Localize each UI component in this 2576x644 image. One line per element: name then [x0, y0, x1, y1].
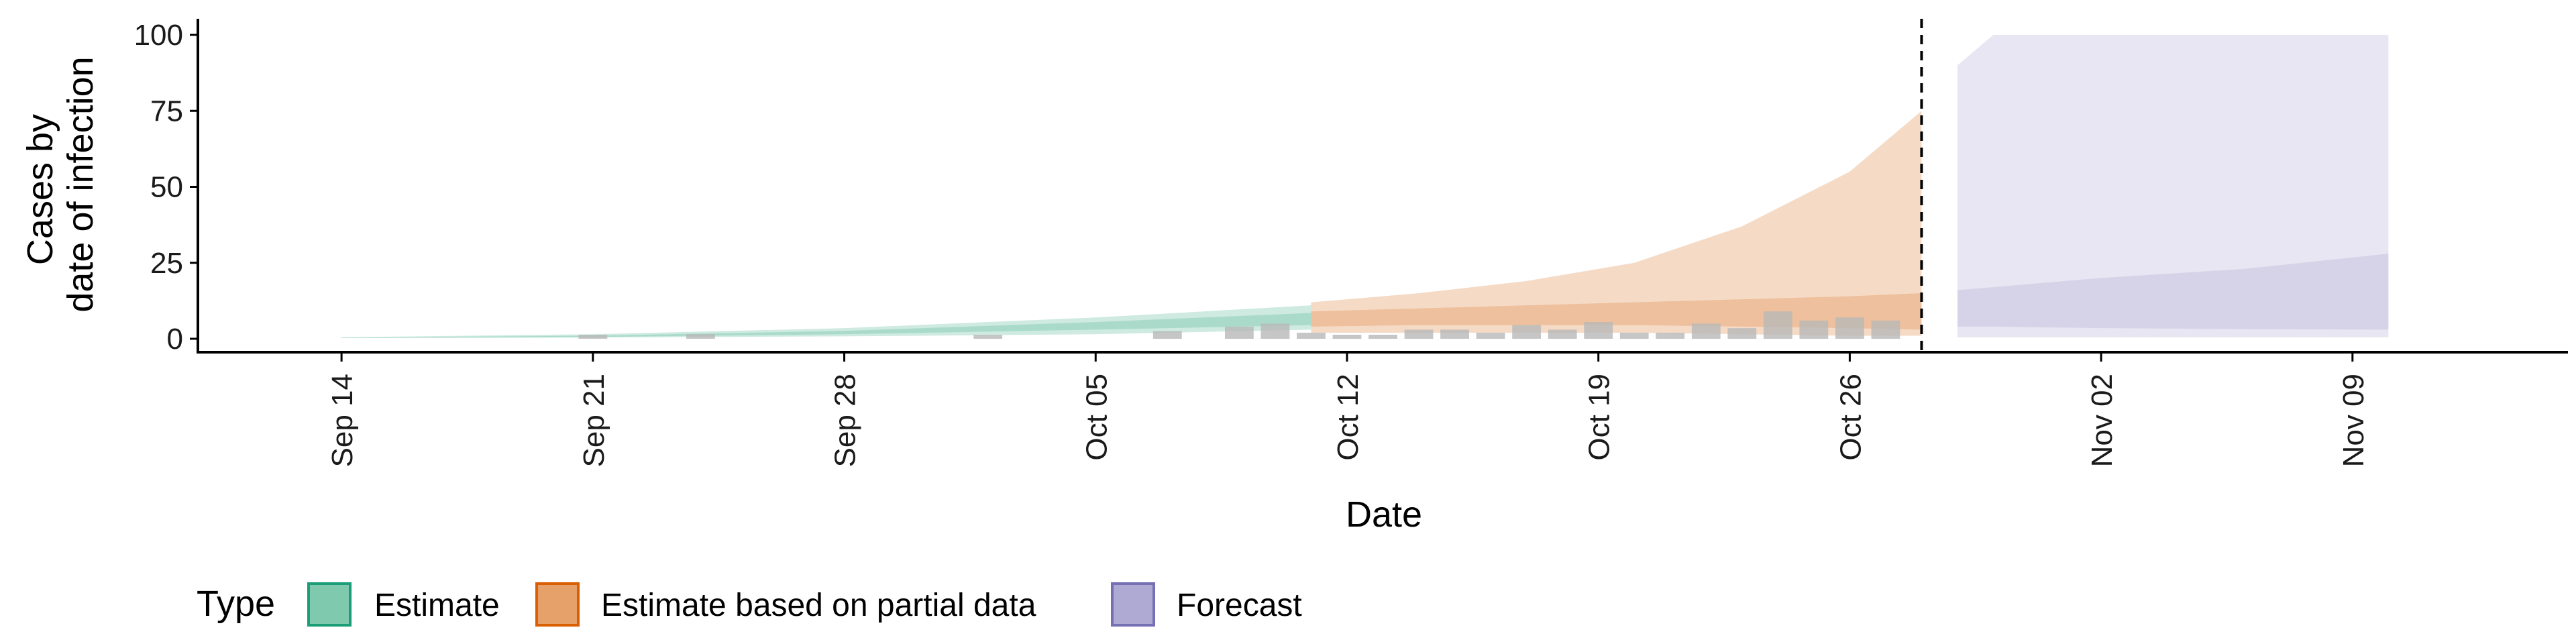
reported-cases-bar [1440, 329, 1469, 339]
legend-title: Type [197, 584, 275, 624]
legend-key-estimate [307, 582, 352, 627]
reported-cases-bar [1763, 311, 1792, 339]
reported-cases-bar [1871, 320, 1900, 339]
reported-cases-bar [1799, 320, 1829, 339]
x-tick-label: Sep 28 [829, 374, 862, 467]
legend-key-partial [535, 582, 580, 627]
reported-cases-bar [1691, 323, 1721, 339]
y-tick-label: 50 [150, 171, 183, 204]
axes [197, 19, 2568, 354]
y-tick-label: 75 [150, 95, 183, 127]
x-axis-title: Date [1346, 494, 1422, 535]
reported-cases-bar [1404, 329, 1434, 339]
y-tick-label: 0 [167, 323, 183, 356]
estimate-based-on-partial-data-band-90 [1311, 111, 1922, 336]
y-tick-label: 25 [150, 247, 183, 280]
plot-area [341, 19, 2389, 352]
reported-cases-bar [1548, 329, 1577, 339]
reported-cases-bar [578, 335, 608, 339]
reported-cases-bar [1476, 332, 1505, 339]
legend-label-forecast: Forecast [1177, 588, 1302, 623]
x-tick-label: Nov 09 [2337, 374, 2370, 467]
reported-cases-bar [1368, 335, 1397, 339]
reported-cases-bar [1656, 332, 1685, 339]
x-tick-label: Sep 21 [578, 374, 610, 467]
x-tick-label: Oct 12 [1332, 374, 1364, 461]
legend-label-partial: Estimate based on partial data [601, 588, 1036, 623]
estimate-band-50 [341, 313, 1311, 338]
y-axis-ticks: 0 25 50 75 100 [134, 19, 198, 356]
legend: Type Estimate Estimate based on partial … [197, 582, 1302, 627]
reported-cases-bar [1297, 332, 1326, 339]
x-tick-label: Oct 19 [1583, 374, 1616, 461]
x-tick-label: Oct 05 [1080, 374, 1113, 461]
forecast-band-90 [1957, 35, 2389, 337]
x-axis-ticks: Sep 14 Sep 21 Sep 28 Oct 05 Oct 12 Oct 19 Oct … [326, 352, 2370, 467]
forecast-band-50 [1957, 254, 2389, 330]
reported-cases-bar [1332, 335, 1362, 339]
y-axis-title: Cases by date of infection [20, 56, 101, 312]
reported-cases-bar [1260, 323, 1290, 339]
y-tick-label: 100 [134, 19, 183, 52]
legend-key-forecast [1111, 582, 1155, 627]
reported-cases-bar [686, 334, 715, 339]
reported-cases-bar [1584, 322, 1613, 339]
y-axis-title-line-2: date of infection [60, 56, 101, 312]
reported-cases-bar [1152, 331, 1182, 339]
x-tick-label: Nov 02 [2086, 374, 2118, 467]
estimate-band-90 [341, 305, 1311, 339]
reported-cases-bar [1512, 325, 1542, 339]
reported-cases-bar [1224, 326, 1254, 339]
reported-cases-bar [1727, 328, 1757, 339]
x-tick-label: Sep 14 [326, 374, 359, 467]
y-axis-title-line-1: Cases by [20, 114, 60, 265]
reported-cases-bar [973, 335, 1003, 339]
legend-label-estimate: Estimate [374, 588, 500, 623]
reported-cases-bar [1619, 332, 1649, 339]
reported-cases-bar [1835, 317, 1864, 339]
x-tick-label: Oct 26 [1834, 374, 1867, 461]
